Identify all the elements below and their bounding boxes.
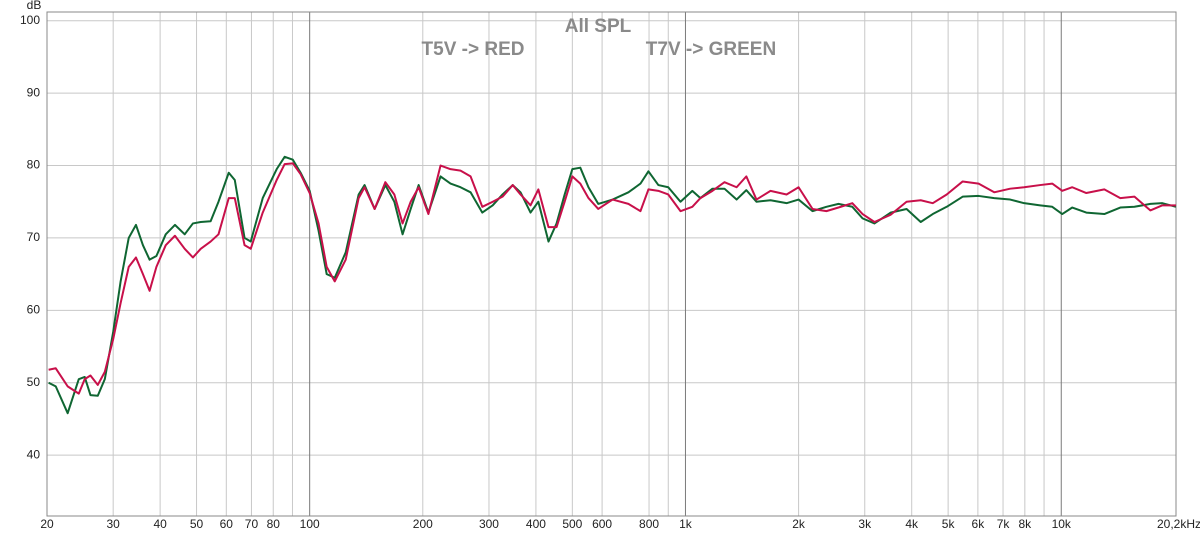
x-tick-label: 3k [858, 517, 872, 531]
x-tick-label: 40 [153, 517, 167, 531]
x-tick-label: 600 [592, 517, 612, 531]
x-tick-label: 2k [792, 517, 806, 531]
response-line [48, 162, 1176, 395]
x-tick-label: 400 [526, 517, 546, 531]
y-tick-label: 80 [27, 158, 41, 172]
response-line [48, 155, 1177, 415]
x-tick-label: 800 [639, 517, 659, 531]
x-tick-label: 5k [942, 517, 956, 531]
y-tick-label: 60 [27, 303, 41, 317]
y-tick-label: 100 [20, 13, 40, 27]
y-tick-label: 50 [27, 375, 41, 389]
x-tick-label: 50 [190, 517, 204, 531]
x-tick-label: 7k [997, 517, 1011, 531]
y-axis-label: dB [27, 0, 42, 12]
annotation: T7V -> GREEN [646, 39, 776, 60]
x-tick-label: 70 [245, 517, 259, 531]
x-tick-label: 100 [300, 517, 320, 531]
x-tick-label: 1k [679, 517, 693, 531]
x-tick-label: 500 [562, 517, 582, 531]
x-tick-label: 60 [220, 517, 234, 531]
y-tick-label: 40 [27, 447, 41, 461]
chart-title: All SPL [565, 16, 632, 37]
x-tick-label: 30 [106, 517, 120, 531]
y-tick-label: 90 [27, 85, 41, 99]
x-tick-label: 80 [267, 517, 281, 531]
x-tick-label: 8k [1018, 517, 1032, 531]
x-tick-label: 200 [413, 517, 433, 531]
annotation: T5V -> RED [422, 39, 525, 60]
x-tick-label: 300 [479, 517, 499, 531]
y-tick-label: 70 [27, 230, 41, 244]
x-tick-label: 20 [40, 517, 54, 531]
x-tick-label: 6k [972, 517, 986, 531]
x-tick-label: 20,2kHz [1157, 517, 1200, 531]
plot-border [46, 11, 1177, 517]
x-tick-label: 10k [1052, 517, 1072, 531]
x-tick-label: 4k [905, 517, 919, 531]
